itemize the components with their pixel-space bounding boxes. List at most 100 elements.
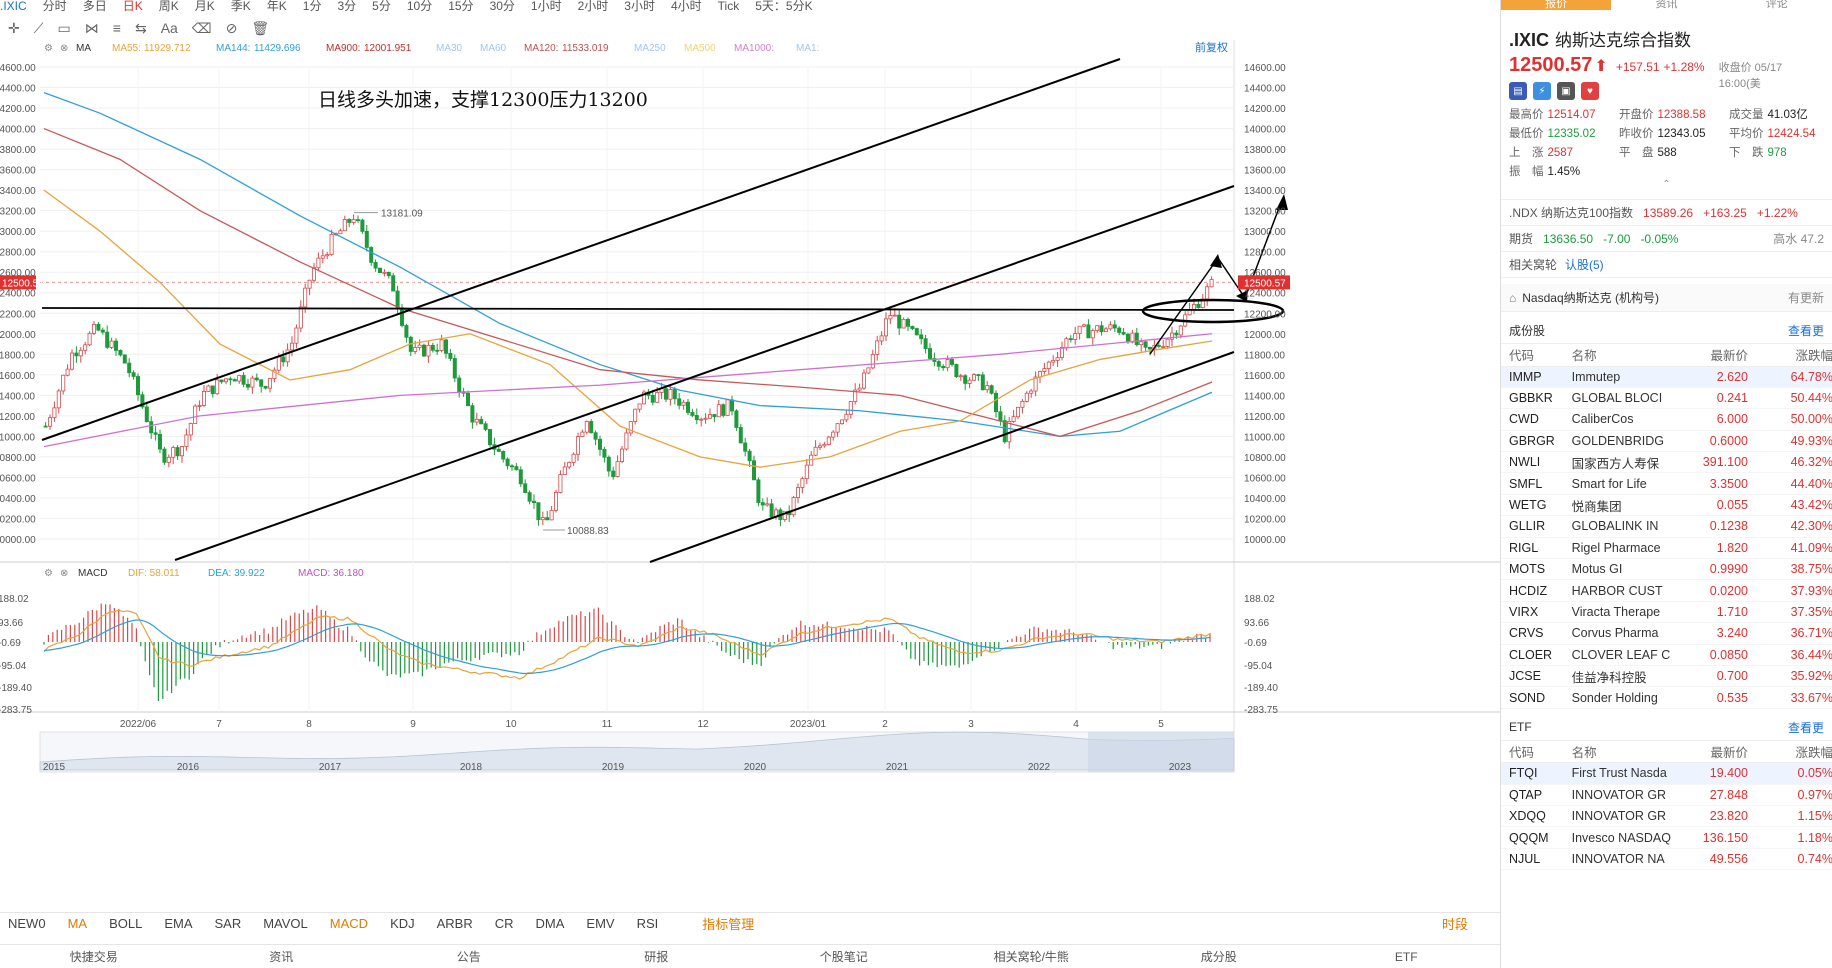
period-tab[interactable]: 5分	[372, 0, 391, 12]
bottom-tab[interactable]: 个股笔记	[819, 950, 868, 964]
column-header[interactable]: 名称	[1563, 344, 1671, 367]
macd-settings-icon[interactable]: ⚙	[44, 568, 53, 579]
table-row[interactable]: NJUL INNOVATOR NA 49.556 0.74%	[1501, 848, 1832, 871]
period-tab[interactable]: 年K	[266, 0, 287, 12]
us-flag-icon[interactable]: ▤	[1509, 82, 1527, 100]
horizontal-support-line[interactable]	[41, 307, 1235, 311]
indicator-manage-button[interactable]: 指标管理	[702, 917, 755, 932]
ma-legend-name[interactable]: MA60	[480, 43, 507, 54]
table-row[interactable]: RIGL Rigel Pharmace 1.820 41.09%	[1501, 537, 1832, 560]
column-header[interactable]: 代码	[1501, 740, 1564, 764]
timeframe-button[interactable]: 时段	[1441, 917, 1468, 932]
period-tab[interactable]: 3分	[337, 0, 357, 12]
period-tab[interactable]: 2小时	[577, 0, 609, 12]
ma-legend-name[interactable]: MA500	[684, 43, 716, 54]
table-row[interactable]: MOTS Motus GI 0.9990 38.75%	[1501, 558, 1832, 581]
indicator-tab[interactable]: EMV	[586, 916, 615, 931]
close-icon[interactable]: ⊗	[60, 43, 68, 54]
ellipse-marker[interactable]	[1141, 298, 1285, 324]
projection-arrow-down[interactable]	[1217, 257, 1246, 299]
ma-legend-name[interactable]: MA250	[634, 43, 666, 54]
trash-icon[interactable]: 🗑	[251, 19, 270, 36]
indicator-tab[interactable]: NEW0	[8, 916, 46, 931]
indicator-tab[interactable]: RSI	[636, 916, 659, 931]
period-tab[interactable]: 30分	[489, 0, 515, 12]
ma-legend-name[interactable]: MA144:	[216, 43, 250, 54]
tab-quote[interactable]: 报价	[1501, 0, 1612, 10]
table-row[interactable]: GBRGR GOLDENBRIDG 0.6000 49.93%	[1501, 430, 1832, 453]
indicator-tab[interactable]: KDJ	[390, 916, 415, 931]
fib-icon[interactable]: ⋈	[84, 19, 99, 36]
trend-line-icon[interactable]: ⟋	[33, 19, 44, 36]
symbol-tab[interactable]: .IXIC	[0, 0, 27, 12]
tab-comments[interactable]: 评论	[1765, 0, 1788, 10]
bottom-tab[interactable]: ETF	[1394, 949, 1418, 964]
period-tab[interactable]: Tick	[717, 0, 740, 12]
ma-legend-name[interactable]: MA55:	[112, 43, 141, 54]
table-row[interactable]: VIRX Viracta Therape 1.710 37.35%	[1501, 601, 1832, 624]
table-row[interactable]: SMFL Smart for Life 3.3500 44.40%	[1501, 472, 1832, 495]
projection-arrow-up[interactable]	[1149, 257, 1219, 355]
indicator-tab[interactable]: MA	[67, 916, 88, 931]
channel-line-middle[interactable]	[174, 185, 1235, 561]
crosshair-icon[interactable]: ✛	[8, 19, 20, 36]
table-row[interactable]: NWLI 国家西方人寿保 391.100 46.32%	[1501, 451, 1832, 474]
period-tab[interactable]: 日K	[122, 0, 143, 12]
ma-legend-name[interactable]: MA120:	[524, 43, 558, 54]
indicator-tab[interactable]: CR	[494, 916, 514, 931]
indicator-tab[interactable]: MACD	[329, 916, 369, 931]
settings-icon[interactable]: ⚙	[44, 43, 53, 54]
table-row[interactable]: XDQQ INNOVATOR GR 23.820 1.15%	[1501, 805, 1832, 828]
indicator-tab[interactable]: MAVOL	[263, 916, 308, 931]
bottom-tab[interactable]: 成分股	[1200, 950, 1237, 964]
table-row[interactable]: SOND Sonder Holding 0.535 33.67%	[1501, 686, 1832, 709]
overview-navigator[interactable]: 2015 2016 2017 2018 2019 2020 2021 2022 2023	[39, 731, 1235, 773]
collapse-chevron-icon[interactable]: ⌃	[1662, 179, 1671, 190]
ma-legend-name[interactable]: MA1:	[796, 43, 819, 54]
table-row[interactable]: WETG 悦商集团 0.055 43.42%	[1501, 494, 1832, 517]
warrants-link[interactable]: 认股(5)	[1565, 258, 1604, 272]
ma-legend-name[interactable]: MA30	[436, 43, 463, 54]
period-tab[interactable]: 10分	[406, 0, 433, 12]
text-icon[interactable]: Aa	[160, 20, 178, 36]
bottom-tab[interactable]: 相关窝轮/牛熊	[993, 950, 1069, 964]
column-header[interactable]: 涨跌幅	[1755, 740, 1832, 764]
table-row[interactable]: CRVS Corvus Pharma 3.240 36.71%	[1501, 622, 1832, 645]
futures-row[interactable]: 期货 13636.50 -7.00 -0.05% 高水 47.2	[1501, 226, 1832, 252]
table-row[interactable]: QQQM Invesco NASDAQ 136.150 1.18%	[1501, 826, 1832, 849]
period-tab[interactable]: 分时	[42, 0, 67, 12]
ndx-row[interactable]: .NDX 纳斯达克100指数 13589.26 +163.25 +1.22%	[1501, 200, 1832, 226]
heart-icon[interactable]: ♥	[1581, 82, 1599, 100]
period-tab[interactable]: 多日	[82, 0, 107, 12]
period-tab[interactable]: 周K	[158, 0, 179, 12]
constituents-more-link[interactable]: 查看更	[1787, 324, 1824, 338]
indicator-tab[interactable]: ARBR	[436, 916, 473, 931]
table-row[interactable]: QTAP INNOVATOR GR 27.848 0.97%	[1501, 784, 1832, 807]
column-header[interactable]: 最新价	[1670, 344, 1756, 367]
channel-line-upper[interactable]	[41, 58, 1121, 441]
tab-news[interactable]: 资讯	[1655, 0, 1678, 10]
period-tab[interactable]: 1小时	[530, 0, 562, 12]
overview-window[interactable]	[1088, 732, 1234, 772]
table-row[interactable]: GBBKR GLOBAL BLOCI 0.241 50.44%	[1501, 387, 1832, 410]
column-header[interactable]: 最新价	[1670, 740, 1756, 764]
adjust-mode-button[interactable]: 前复权	[1195, 40, 1228, 54]
indicator-tab[interactable]: SAR	[214, 916, 242, 931]
ma-legend-name[interactable]: MA900:	[326, 43, 360, 54]
table-row[interactable]: JCSE 佳益净科控股 0.700 35.92%	[1501, 665, 1832, 688]
chart-area[interactable]: 日线多头加速，支撑12300压力13200 14600.0014600.0014…	[0, 40, 1500, 912]
erase-icon[interactable]: ⌫	[191, 19, 212, 36]
bottom-tab[interactable]: 研报	[644, 950, 669, 964]
chart-annotation[interactable]: 日线多头加速，支撑12300压力13200	[318, 89, 648, 111]
table-row[interactable]: IMMP Immutep 2.620 64.78%	[1501, 366, 1832, 388]
table-row[interactable]: CLOER CLOVER LEAF C 0.0850 36.44%	[1501, 644, 1832, 666]
table-row[interactable]: CWD CaliberCos 6.000 50.00%	[1501, 408, 1832, 431]
table-row[interactable]: FTQI First Trust Nasda 19.400 0.05%	[1501, 762, 1832, 785]
indicator-tab[interactable]: EMA	[164, 916, 193, 931]
etf-more-link[interactable]: 查看更	[1787, 720, 1824, 735]
ma-legend-name[interactable]: MA1000:	[734, 43, 774, 54]
bottom-tab[interactable]: 资讯	[269, 950, 294, 964]
period-tab[interactable]: 季K	[230, 0, 251, 12]
column-header[interactable]: 名称	[1563, 740, 1671, 764]
period-tab[interactable]: 5天：5分K	[755, 0, 813, 12]
